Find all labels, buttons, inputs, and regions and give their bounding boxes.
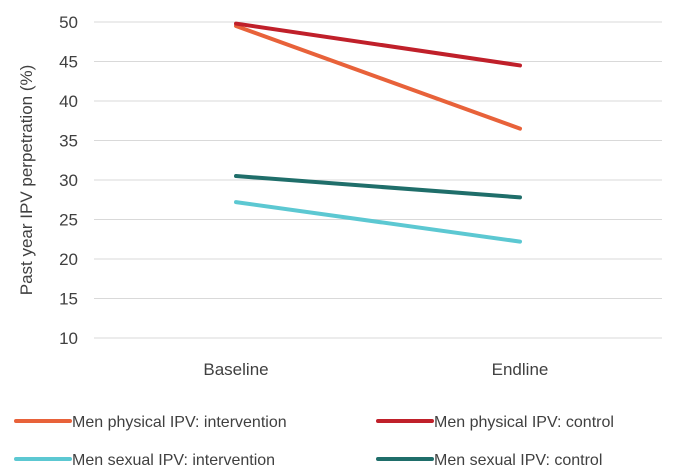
legend-label: Men sexual IPV: control — [434, 452, 602, 469]
y-tick-label: 35 — [59, 132, 78, 151]
y-axis-ticks: 10 15 20 25 30 35 40 45 50 — [59, 13, 78, 348]
series-line — [234, 21, 522, 68]
y-axis-label: Past year IPV perpetration (%) — [17, 65, 36, 296]
legend-label: Men sexual IPV: intervention — [72, 452, 275, 469]
gridlines — [94, 21, 662, 339]
legend-item: Men physical IPV: intervention — [14, 414, 287, 431]
y-tick-label: 20 — [59, 250, 78, 269]
x-tick-label: Endline — [492, 360, 549, 379]
x-axis-ticks: Baseline Endline — [203, 360, 548, 379]
x-tick-label: Baseline — [203, 360, 268, 379]
y-tick-label: 50 — [59, 13, 78, 32]
legend: Men physical IPV: intervention Men physic… — [14, 414, 614, 469]
legend-item: Men sexual IPV: control — [376, 452, 602, 469]
series-line — [234, 23, 522, 131]
series-lines — [234, 21, 522, 244]
y-tick-label: 25 — [59, 211, 78, 230]
series-line — [234, 174, 522, 200]
y-tick-label: 30 — [59, 171, 78, 190]
y-tick-label: 45 — [59, 53, 78, 72]
legend-label: Men physical IPV: intervention — [72, 414, 287, 431]
legend-item: Men sexual IPV: intervention — [14, 452, 275, 469]
y-tick-label: 10 — [59, 329, 78, 348]
y-tick-label: 40 — [59, 92, 78, 111]
legend-item: Men physical IPV: control — [376, 414, 614, 431]
legend-label: Men physical IPV: control — [434, 414, 614, 431]
y-tick-label: 15 — [59, 290, 78, 309]
series-line — [234, 200, 522, 244]
